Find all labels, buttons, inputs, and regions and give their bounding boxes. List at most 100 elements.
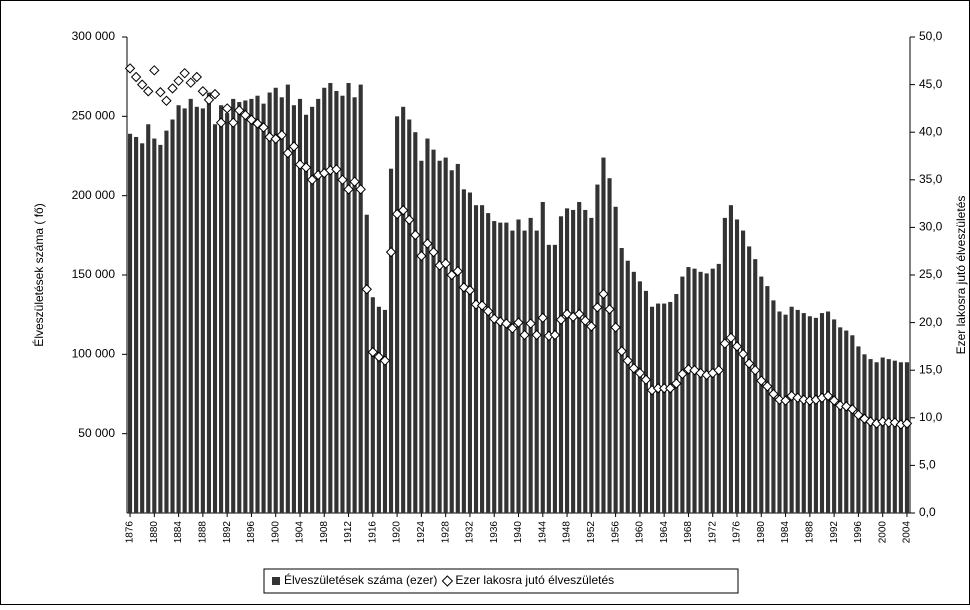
bar	[516, 219, 521, 513]
x-tick-label: 1972	[707, 521, 718, 544]
bar	[856, 346, 861, 513]
bar	[510, 230, 515, 513]
bar	[152, 138, 157, 513]
bar	[722, 217, 727, 513]
x-tick-label: 1944	[537, 521, 548, 544]
diamond-marker	[828, 395, 840, 406]
y-tick-label: 200 000	[72, 188, 116, 202]
diamond-marker	[495, 316, 506, 327]
bar	[886, 359, 891, 513]
diamond-marker	[743, 358, 755, 369]
bar	[182, 108, 187, 514]
bar	[734, 219, 740, 513]
bar	[419, 160, 424, 513]
bar	[279, 97, 284, 513]
diamond-marker	[161, 95, 172, 106]
bar	[656, 303, 661, 513]
bar	[134, 136, 139, 513]
diamond-marker	[719, 338, 731, 349]
diamond-marker	[246, 114, 257, 126]
y2-tick-label: 30,0	[919, 220, 943, 234]
bar	[844, 330, 849, 513]
bar	[340, 95, 345, 513]
x-tick-label: 1932	[465, 521, 476, 544]
diamond-marker	[519, 329, 530, 341]
diamond-marker	[215, 117, 227, 128]
bar	[674, 294, 679, 513]
bar	[607, 178, 612, 514]
x-tick-label: 1976	[732, 521, 743, 544]
diamond-marker	[671, 378, 682, 389]
diamond-marker	[531, 329, 542, 341]
diamond-marker	[416, 250, 427, 262]
bar	[747, 246, 752, 513]
bar	[819, 313, 825, 513]
bar	[225, 113, 230, 513]
bar	[522, 230, 527, 513]
x-tick-label: 1892	[222, 521, 233, 544]
diamond-marker	[865, 416, 876, 427]
diamond-marker	[221, 103, 233, 114]
bar	[455, 163, 460, 513]
y-tick-label: 300 000	[72, 29, 116, 43]
bar	[382, 309, 388, 513]
bar	[710, 268, 715, 513]
bar	[486, 213, 491, 513]
diamond-marker	[470, 299, 482, 310]
x-tick-label: 1920	[392, 521, 403, 544]
bar	[188, 98, 193, 513]
diamond-marker	[665, 383, 676, 394]
bar	[571, 209, 576, 514]
bar	[261, 103, 266, 513]
bar	[595, 184, 600, 513]
y2-axis-title: Ezer lakosra jutó élveszületés	[954, 196, 968, 355]
diamond-marker	[513, 317, 524, 328]
diamond-marker	[756, 375, 767, 386]
diamond-marker	[258, 122, 269, 133]
bar	[370, 297, 375, 513]
bar	[352, 97, 357, 513]
x-tick-label: 1960	[635, 521, 646, 544]
diamond-marker	[737, 348, 749, 360]
bar	[558, 216, 564, 513]
diamond-marker	[586, 321, 597, 332]
diamond-marker	[355, 184, 366, 195]
bar	[431, 149, 436, 514]
bar	[358, 84, 363, 513]
diamond-marker	[786, 390, 797, 402]
x-tick-label: 2000	[877, 521, 888, 544]
bar	[395, 116, 400, 513]
x-tick-label: 1980	[756, 521, 767, 544]
x-tick-label: 1928	[440, 521, 451, 544]
diamond-marker	[149, 65, 160, 76]
diamond-marker	[525, 318, 536, 329]
bar	[291, 105, 296, 513]
bar	[388, 168, 394, 513]
diamond-marker	[136, 79, 148, 90]
bar	[492, 221, 497, 513]
diamond-marker	[580, 315, 591, 326]
bar	[449, 170, 454, 513]
bar	[346, 83, 351, 513]
bar	[613, 206, 618, 514]
bar	[401, 106, 406, 514]
diamond-marker	[234, 105, 245, 116]
bar	[765, 286, 770, 513]
bar	[704, 273, 709, 513]
diamond-marker	[440, 258, 451, 269]
bar	[880, 357, 885, 513]
diamond-marker	[598, 288, 609, 300]
diamond-marker	[228, 117, 239, 128]
diamond-marker	[616, 345, 627, 357]
bar	[140, 143, 145, 513]
bar	[904, 362, 910, 513]
diamond-marker	[410, 229, 421, 241]
bar	[874, 362, 879, 513]
bar	[643, 290, 649, 513]
diamond-marker	[240, 109, 251, 121]
x-tick-label: 1904	[295, 521, 306, 544]
diamond-marker	[252, 118, 263, 129]
diamond-marker	[847, 404, 858, 415]
bar	[534, 230, 539, 513]
x-tick-label: 1964	[659, 521, 670, 544]
